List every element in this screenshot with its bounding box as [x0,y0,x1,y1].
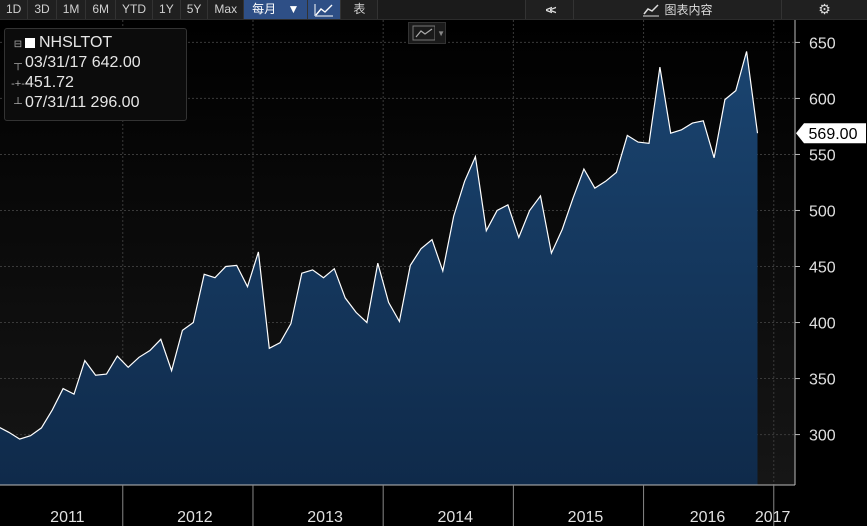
x-tick-label: 2015 [568,509,604,526]
legend-low: 07/31/11 296.00 [25,94,140,111]
x-tick-label: 2011 [50,509,85,526]
y-tick-label: 400 [809,316,836,333]
x-axis-ticks: 2011 2012 2013 2014 2015 2016 2017 [50,485,791,526]
range-button-1y[interactable]: 1Y [153,0,181,19]
y-tick-label: 650 [809,35,836,52]
gear-icon: ⚙ [818,1,831,17]
collapse-icon[interactable]: ⊟ [13,39,23,50]
frequency-dropdown[interactable]: 每月 ▼ [244,0,309,19]
y-tick-label: 500 [809,203,836,220]
range-button-1m[interactable]: 1M [56,0,87,19]
range-button-1d[interactable]: 1D [0,0,29,19]
last-value-label: 569.00 [809,126,858,143]
low-marker-icon: ┴ [14,98,22,110]
range-button-3d[interactable]: 3D [28,0,57,19]
series-line [0,51,759,440]
dropdown-arrow-icon: ▼ [287,2,300,16]
legend-series-row[interactable]: ⊟ NHSLTOT [11,33,112,53]
x-tick-label: 2013 [307,509,343,526]
range-button-6m[interactable]: 6M [86,0,117,19]
series-swatch [25,38,35,48]
chevron-down-icon: ▼ [437,28,445,38]
legend-high: 03/31/17 642.00 [25,54,141,71]
legend-high-row: ┬ 03/31/17 642.00 [11,53,141,73]
range-button-5y[interactable]: 5Y [180,0,209,19]
range-button-ytd[interactable]: YTD [116,0,154,19]
toolbar: 1D 3D 1M 6M YTD 1Y 5Y Max 每月 ▼ 表 << 图表内容 ⚙ [0,0,867,20]
chevrons-left-icon: << [545,2,556,17]
y-tick-label: 300 [809,428,836,445]
chart-content-button[interactable]: 图表内容 [573,0,781,19]
high-marker-icon: ┬ [14,58,22,70]
x-tick-label: 2014 [437,509,473,526]
chart-content-icon [643,3,660,16]
legend-ticker: NHSLTOT [39,34,113,51]
line-chart-icon [412,25,436,41]
y-axis-ticks: 300 350 400 450 500 550 600 650 [795,35,836,445]
y-tick-label: 600 [809,91,836,108]
y-tick-label: 550 [809,147,836,164]
x-tick-label: 2012 [177,509,213,526]
x-tick-label: 2016 [690,509,726,526]
legend-average-row: -+-451.72 [11,73,74,93]
chart-type-selector[interactable]: ▼ [408,22,446,44]
line-chart-icon [314,3,334,16]
frequency-label: 每月 [252,2,277,16]
range-buttons: 1D 3D 1M 6M YTD 1Y 5Y Max [0,0,245,19]
legend-low-row: ┴ 07/31/11 296.00 [11,93,139,113]
last-value-badge [796,123,866,144]
legend-average: 451.72 [25,74,74,91]
chart-content-label: 图表内容 [664,3,713,17]
x-tick-label: 2017 [755,509,791,526]
y-tick-label: 350 [809,372,836,389]
legend-panel: ⊟ NHSLTOT ┬ 03/31/17 642.00 -+-451.72 ┴ 07/… [4,28,187,121]
settings-button[interactable]: ⚙ [781,0,867,19]
average-marker-icon: -+- [11,78,25,90]
range-button-max[interactable]: Max [208,0,245,19]
line-chart-button[interactable] [308,0,342,19]
y-tick-label: 450 [809,260,836,277]
table-view-button[interactable]: 表 [341,0,379,19]
last-value-marker: 569.00 [796,123,866,144]
collapse-button[interactable]: << [525,0,573,19]
